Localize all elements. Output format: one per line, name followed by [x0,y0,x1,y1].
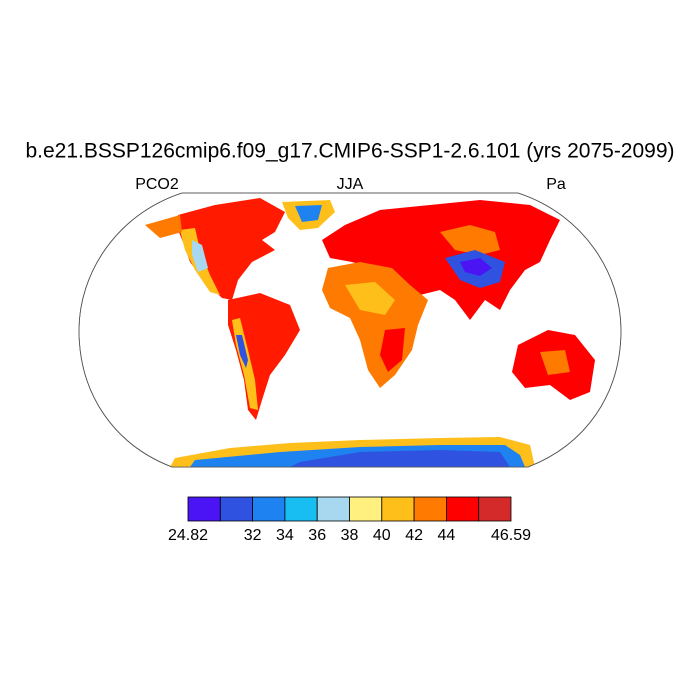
colorbar-label: 46.59 [491,527,531,544]
colorbar-box [219,496,254,522]
season-label: JJA [337,176,364,193]
colorbar-box [413,496,447,522]
colorbar-label: 36 [308,527,326,544]
colorbar-label: 38 [341,527,359,544]
colorbar-label: 24.82 [168,527,208,544]
colorbar-label: 44 [438,527,456,544]
colorbar-box [349,496,383,522]
colorbar: 24.82 32 34 36 38 40 42 44 46.59 [168,496,531,544]
colorbar-label: 34 [276,527,294,544]
colorbar-label: 42 [405,527,423,544]
colorbar-box [284,496,318,522]
colorbar-label: 40 [373,527,391,544]
map [78,192,622,468]
units-label: Pa [546,176,566,193]
variable-label: PCO2 [135,176,179,193]
land [145,198,595,467]
map-border [78,192,622,468]
colorbar-box [252,496,286,522]
colorbar-box [478,496,512,522]
colorbar-box [445,496,480,522]
colorbar-box [316,496,350,522]
colorbar-label: 32 [244,527,262,544]
colorbar-box [381,496,415,522]
title: b.e21.BSSP126cmip6.f09_g17.CMIP6-SSP1-2.… [25,140,674,163]
colorbar-box [187,496,221,522]
